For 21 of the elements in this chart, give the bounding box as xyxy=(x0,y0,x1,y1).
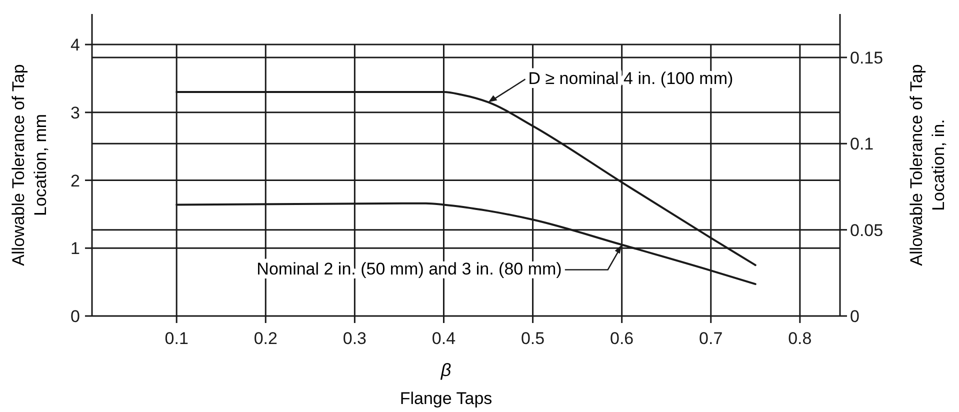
y2-tick-label: 0 xyxy=(850,307,860,326)
x-tick-label: 0.3 xyxy=(342,329,367,348)
y2-axis-title: Allowable Tolerance of Tap Location, in. xyxy=(907,64,948,266)
y-tick-label: 0 xyxy=(70,307,80,326)
x-tick-label: 0.4 xyxy=(432,329,456,348)
x-tick-label: 0.1 xyxy=(164,329,188,348)
y-tick-label: 3 xyxy=(70,103,80,122)
x-axis-title: β xyxy=(440,360,452,380)
y-tick-label: 4 xyxy=(70,36,80,55)
x-tick-label: 0.6 xyxy=(610,329,634,348)
y-axis-title: Allowable Tolerance of Tap Location, mm xyxy=(9,64,50,266)
x-tick-label: 0.2 xyxy=(254,329,278,348)
text: Flange Taps xyxy=(400,389,492,408)
x-tick-label: 0.5 xyxy=(520,329,545,348)
x-tick-label: 0.7 xyxy=(699,329,723,348)
y2-tick-label: 0.15 xyxy=(850,48,884,68)
y2-tick-label: 0.05 xyxy=(850,220,884,240)
y-tick-label: 2 xyxy=(70,171,80,190)
y-tick-label: 1 xyxy=(70,239,80,258)
y2-tick-label: 0.1 xyxy=(850,134,874,154)
x-tick-label: 0.8 xyxy=(788,329,812,348)
